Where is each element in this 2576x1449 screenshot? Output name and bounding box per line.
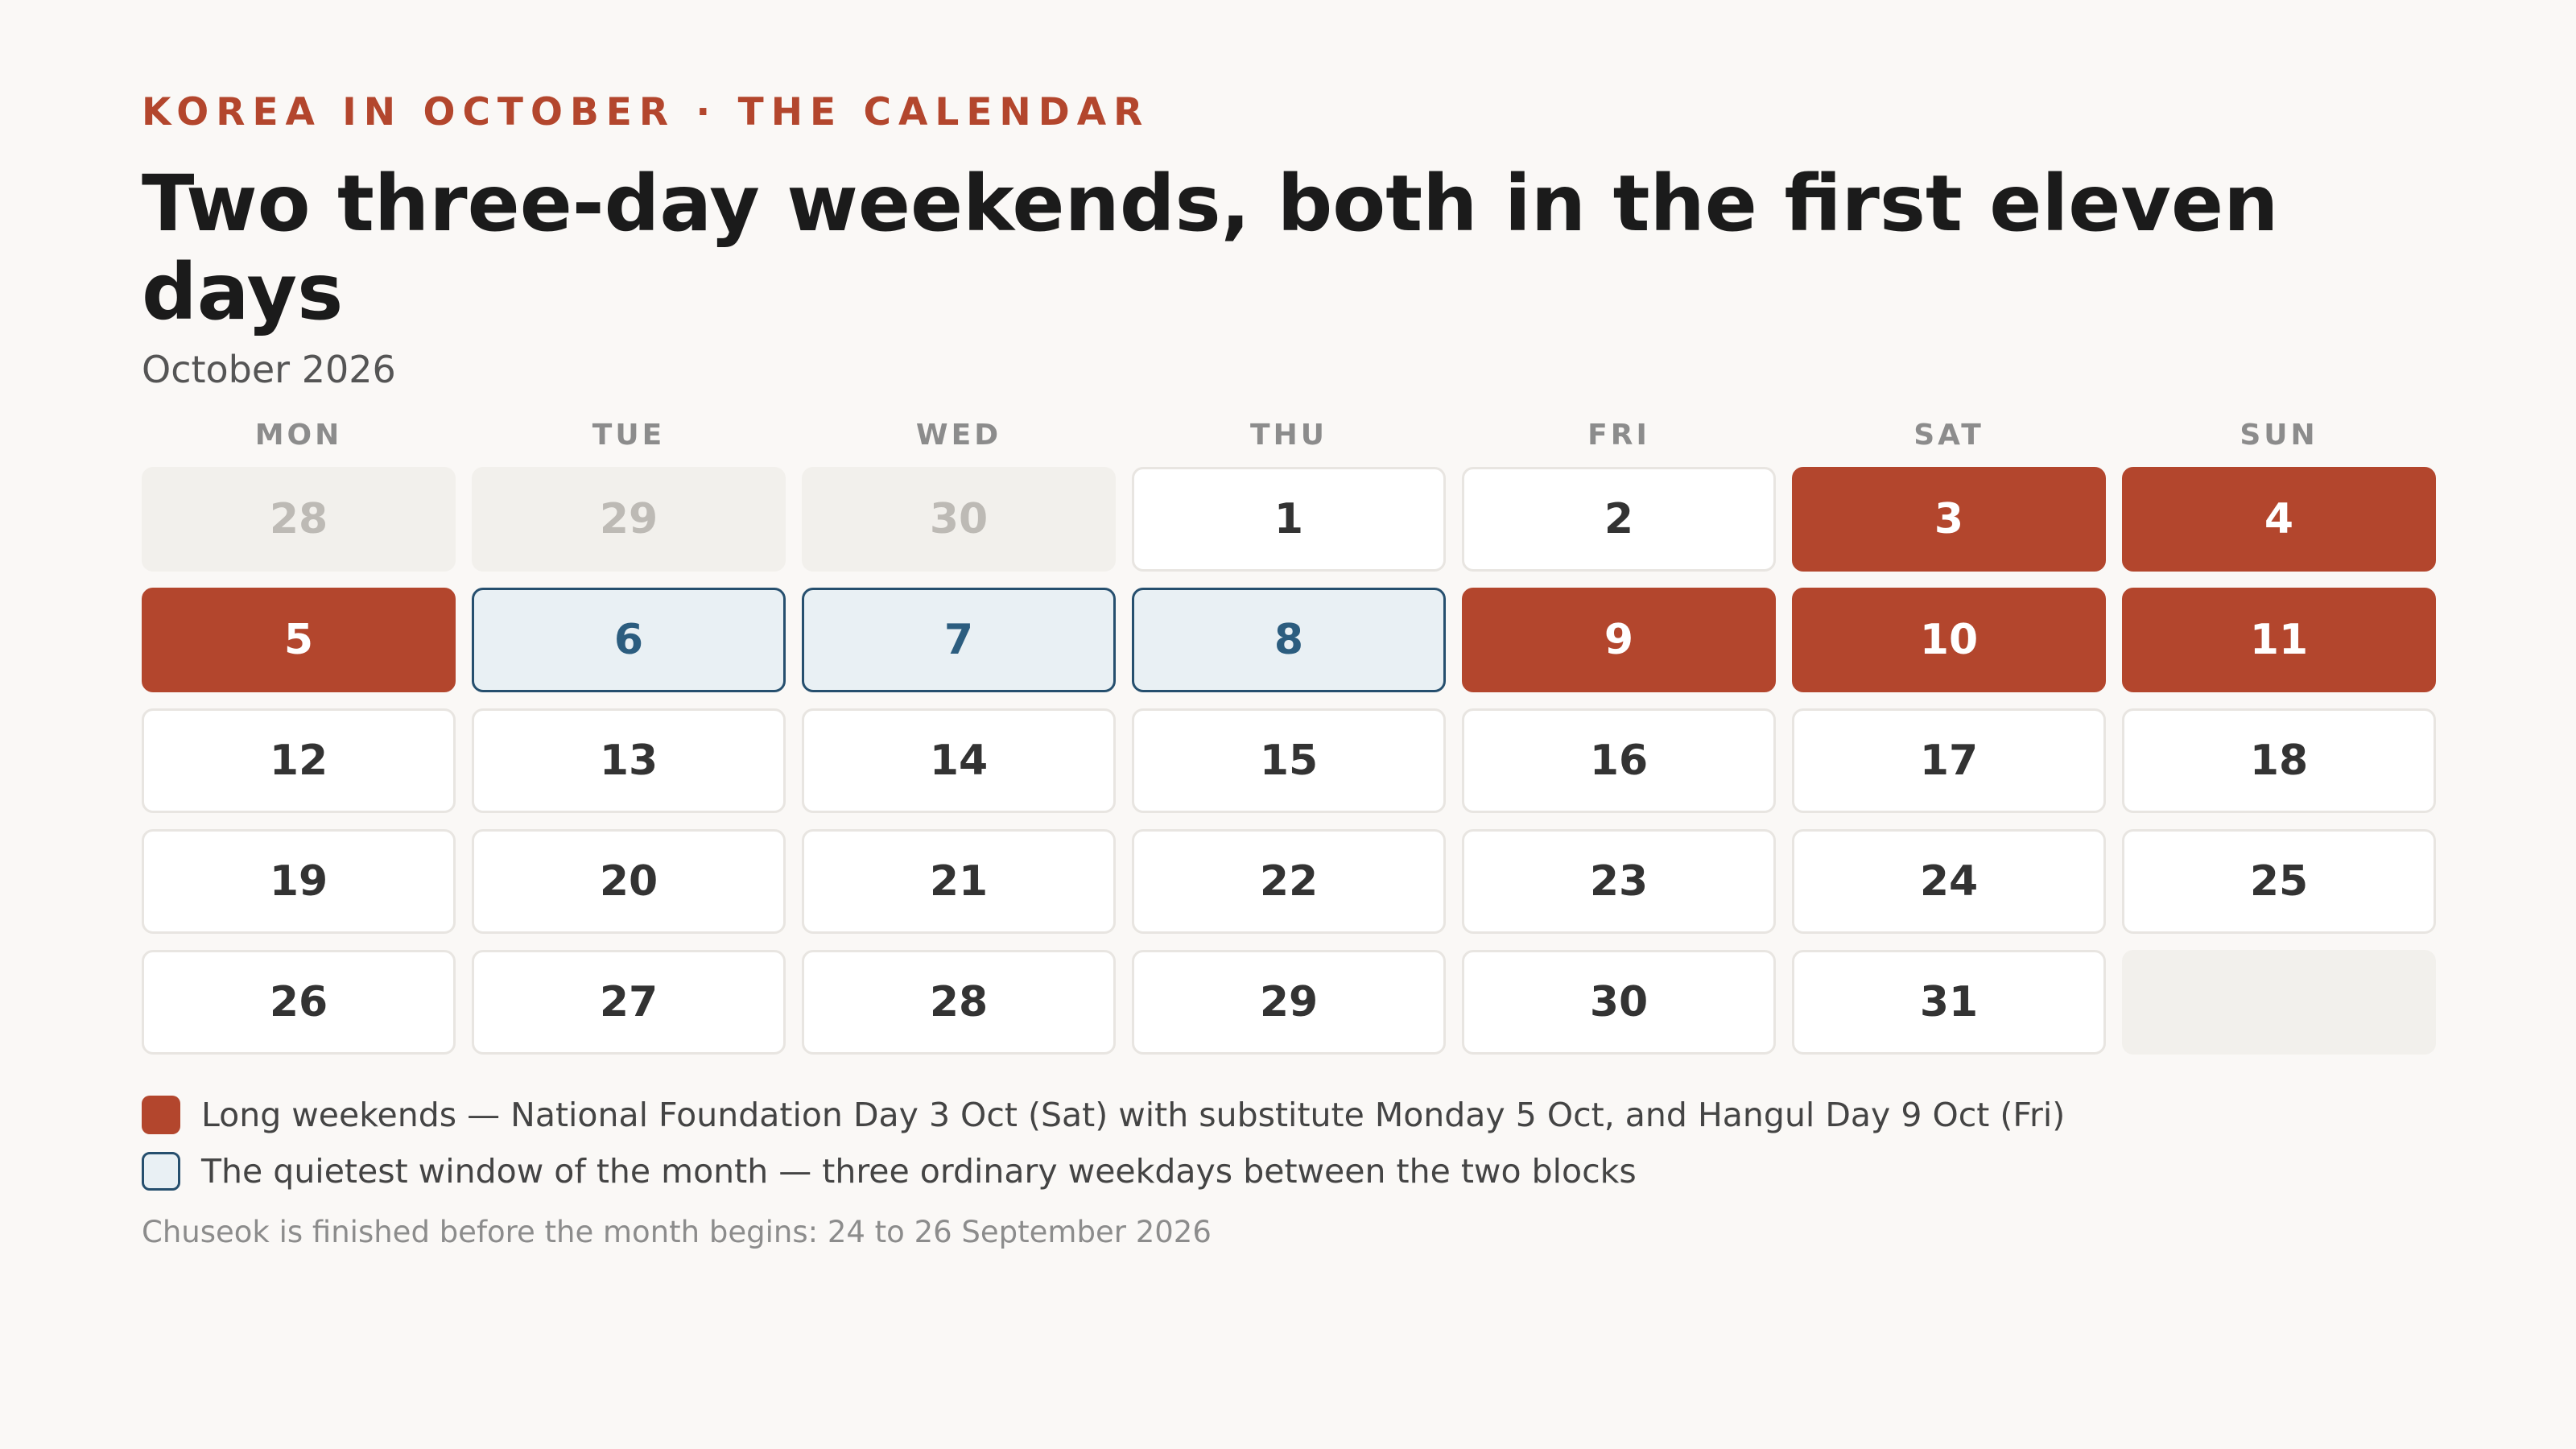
calendar-day-normal: 17 [1792, 708, 2106, 813]
legend-item-long-weekends: Long weekends — National Foundation Day … [142, 1087, 2436, 1143]
calendar-day-outside: 30 [802, 467, 1116, 572]
calendar-day-normal: 16 [1462, 708, 1776, 813]
calendar-day-normal: 19 [142, 829, 456, 934]
weekday-tue: TUE [592, 419, 666, 452]
calendar-day-normal: 28 [802, 950, 1116, 1055]
calendar-day-holiday: 3 [1792, 467, 2106, 572]
holiday-swatch-icon [142, 1096, 180, 1134]
weekday-sun: SUN [2240, 419, 2318, 452]
calendar-empty-cell [2122, 950, 2436, 1055]
calendar-day-normal: 13 [472, 708, 786, 813]
calendar-day-normal: 27 [472, 950, 786, 1055]
calendar-day-outside: 29 [472, 467, 786, 572]
weekday-sat: SAT [1913, 419, 1984, 452]
weekday-wed: WED [915, 419, 1002, 452]
weekday-header: MON TUE WED THU FRI SAT SUN [142, 415, 2436, 456]
calendar-day-normal: 1 [1132, 467, 1446, 572]
calendar-day-holiday: 11 [2122, 588, 2436, 692]
calendar-day-quiet: 6 [472, 588, 786, 692]
month-label: October 2026 [142, 348, 396, 391]
kicker: KOREA IN OCTOBER · THE CALENDAR [142, 90, 1150, 134]
calendar-day-holiday: 5 [142, 588, 456, 692]
legend-label: Long weekends — National Foundation Day … [201, 1096, 2066, 1134]
calendar-day-normal: 21 [802, 829, 1116, 934]
calendar-day-normal: 24 [1792, 829, 2106, 934]
calendar-day-normal: 14 [802, 708, 1116, 813]
calendar-day-normal: 23 [1462, 829, 1776, 934]
calendar-day-normal: 20 [472, 829, 786, 934]
calendar-day-normal: 18 [2122, 708, 2436, 813]
page-title: Two three-day weekends, both in the firs… [142, 159, 2279, 337]
calendar-day-normal: 22 [1132, 829, 1446, 934]
calendar-day-normal: 31 [1792, 950, 2106, 1055]
calendar-page: KOREA IN OCTOBER · THE CALENDAR Two thre… [142, 87, 2436, 1251]
legend-item-quiet-window: The quietest window of the month — three… [142, 1143, 2436, 1199]
calendar-day-normal: 25 [2122, 829, 2436, 934]
legend: Long weekends — National Foundation Day … [142, 1087, 2436, 1199]
calendar-day-outside: 28 [142, 467, 456, 572]
footnote: Chuseok is finished before the month beg… [142, 1215, 1212, 1249]
calendar-day-normal: 2 [1462, 467, 1776, 572]
calendar-day-holiday: 10 [1792, 588, 2106, 692]
calendar-day-normal: 26 [142, 950, 456, 1055]
calendar-day-holiday: 4 [2122, 467, 2436, 572]
weekday-thu: THU [1250, 419, 1327, 452]
calendar-day-normal: 30 [1462, 950, 1776, 1055]
calendar-day-quiet: 8 [1132, 588, 1446, 692]
legend-label: The quietest window of the month — three… [201, 1152, 1637, 1191]
quiet-swatch-icon [142, 1152, 180, 1191]
calendar-day-normal: 12 [142, 708, 456, 813]
calendar-day-quiet: 7 [802, 588, 1116, 692]
calendar-day-normal: 29 [1132, 950, 1446, 1055]
calendar-grid: 28 29 30 1 2 3 4 5 6 7 8 9 10 11 12 13 14 15 16 17 18 19 20 21 2… [142, 467, 2436, 1055]
weekday-mon: MON [254, 419, 343, 452]
calendar-day-holiday: 9 [1462, 588, 1776, 692]
weekday-fri: FRI [1587, 419, 1650, 452]
calendar-day-normal: 15 [1132, 708, 1446, 813]
